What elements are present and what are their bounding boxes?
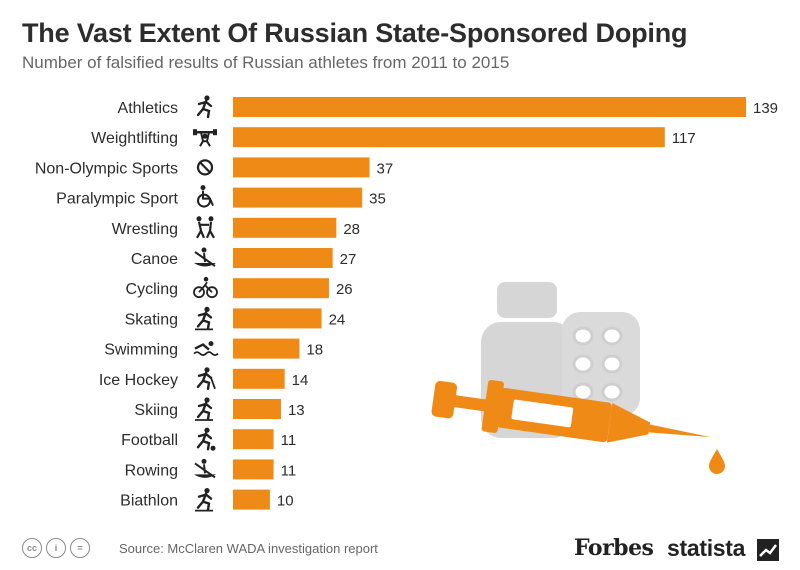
bar-chart: Athletics 139 Weightlifting 117 Non-Olympic … bbox=[35, 95, 778, 512]
category-label: Football bbox=[121, 432, 178, 449]
runner-icon bbox=[196, 95, 213, 119]
prohibited-icon bbox=[196, 159, 214, 176]
wrestlers-icon bbox=[196, 216, 215, 239]
value-label: 26 bbox=[336, 281, 353, 298]
canoe-icon bbox=[194, 247, 216, 267]
value-label: 37 bbox=[377, 160, 394, 177]
value-label: 18 bbox=[306, 342, 323, 359]
bar bbox=[233, 187, 363, 208]
bar bbox=[233, 97, 746, 117]
value-label: 139 bbox=[753, 100, 778, 117]
bar bbox=[233, 248, 333, 268]
value-label: 10 bbox=[277, 493, 294, 510]
by-icon[interactable]: i bbox=[46, 538, 66, 558]
bar bbox=[233, 127, 665, 148]
value-label: 24 bbox=[329, 311, 346, 328]
weightlifter-icon bbox=[193, 129, 217, 147]
value-label: 117 bbox=[672, 130, 696, 147]
biathlon-icon bbox=[195, 488, 213, 512]
category-label: Wrestling bbox=[112, 221, 178, 238]
nd-icon[interactable]: = bbox=[70, 538, 90, 558]
cyclist-icon bbox=[193, 276, 218, 299]
bar bbox=[233, 399, 281, 419]
bar bbox=[233, 489, 270, 510]
rowing-icon bbox=[194, 458, 216, 479]
wheelchair-icon bbox=[197, 185, 214, 208]
chart-title: The Vast Extent Of Russian State-Sponsor… bbox=[22, 18, 688, 48]
category-label: Swimming bbox=[104, 342, 178, 359]
skater-icon bbox=[195, 306, 213, 331]
value-label: 28 bbox=[343, 221, 360, 238]
football-icon bbox=[196, 427, 216, 451]
value-label: 13 bbox=[288, 402, 305, 419]
license-icons: cc i = bbox=[22, 538, 90, 558]
ice-hockey-icon bbox=[196, 367, 216, 390]
value-label: 14 bbox=[292, 372, 309, 389]
swimmer-icon bbox=[193, 341, 219, 356]
category-label: Non-Olympic Sports bbox=[35, 160, 178, 177]
statista-logo[interactable]: statista bbox=[667, 535, 746, 561]
category-label: Skating bbox=[125, 311, 178, 328]
footer: cc i = Source: McClaren WADA investigati… bbox=[0, 530, 800, 570]
bars-group: Athletics 139 Weightlifting 117 Non-Olympic … bbox=[35, 95, 778, 512]
bar bbox=[233, 278, 329, 299]
category-label: Canoe bbox=[131, 251, 178, 268]
bar bbox=[233, 308, 322, 329]
value-label: 11 bbox=[281, 462, 297, 479]
category-label: Biathlon bbox=[120, 493, 178, 510]
category-label: Skiing bbox=[134, 402, 178, 419]
forbes-logo[interactable]: Forbes bbox=[574, 535, 654, 561]
bar bbox=[233, 459, 274, 480]
blister-pack-icon bbox=[562, 312, 640, 416]
category-label: Weightlifting bbox=[91, 130, 178, 147]
category-label: Rowing bbox=[125, 462, 178, 479]
bar bbox=[233, 338, 300, 359]
value-label: 35 bbox=[369, 191, 386, 208]
bar bbox=[233, 157, 370, 178]
syringe-icon bbox=[431, 379, 711, 443]
chart-subtitle: Number of falsified results of Russian a… bbox=[22, 53, 510, 72]
category-label: Ice Hockey bbox=[99, 372, 178, 389]
cc-icon[interactable]: cc bbox=[22, 538, 42, 558]
value-label: 27 bbox=[340, 251, 357, 268]
statista-mark-icon bbox=[757, 539, 779, 561]
bar bbox=[233, 429, 274, 450]
category-label: Athletics bbox=[118, 100, 178, 117]
value-label: 11 bbox=[281, 432, 297, 449]
bar bbox=[233, 217, 337, 238]
bar bbox=[233, 368, 285, 389]
category-label: Cycling bbox=[126, 281, 178, 298]
drop-icon bbox=[709, 449, 725, 474]
skier-icon bbox=[195, 397, 213, 421]
category-label: Paralympic Sport bbox=[56, 191, 178, 208]
doping-illustration bbox=[431, 282, 725, 474]
source-note: Source: McClaren WADA investigation repo… bbox=[119, 541, 378, 556]
